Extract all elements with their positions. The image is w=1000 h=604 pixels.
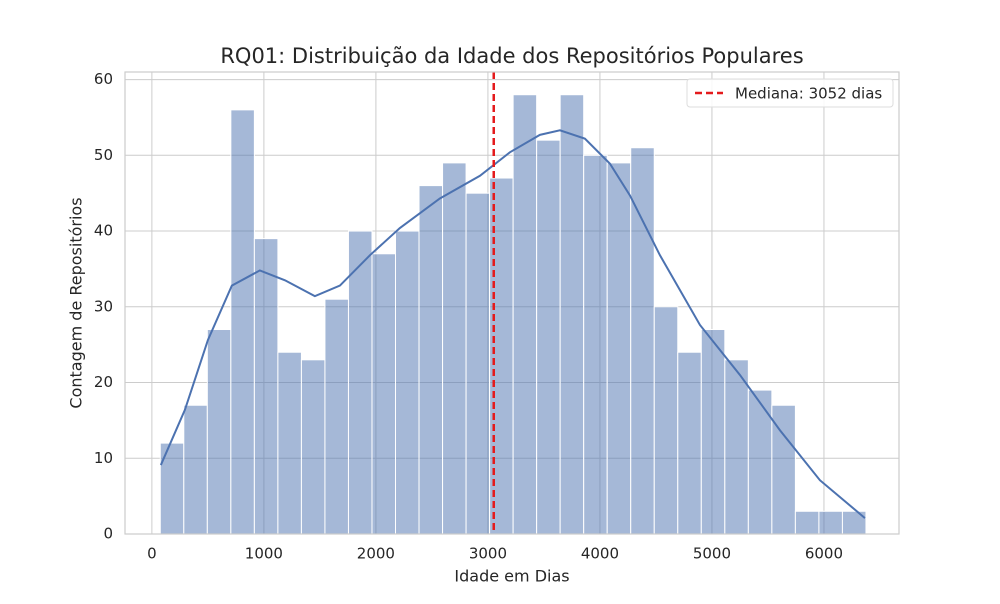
bar [677,351,702,535]
bar [418,185,444,535]
y-tick-label: 30 [94,297,113,315]
legend-label: Mediana: 3052 dias [735,85,882,103]
x-tick-label: 4000 [581,545,619,563]
y-tick-label: 50 [94,146,113,164]
bar [794,510,820,535]
bar [395,230,420,535]
y-tick-label: 60 [94,70,113,88]
y-tick-label: 0 [103,525,113,543]
bar [206,329,232,535]
x-tick-label: 6000 [805,545,843,563]
bar [183,404,208,535]
bar [465,192,491,535]
chart-title: RQ01: Distribuição da Idade dos Repositó… [220,44,803,68]
legend-box [686,78,894,108]
bar [512,94,538,535]
bar [747,389,773,535]
x-axis-label: Idade em Dias [454,567,569,586]
x-tick-label: 1000 [245,545,283,563]
bar [347,230,373,535]
x-tick-label: 3000 [469,545,507,563]
x-tick-label: 2000 [357,545,395,563]
y-tick-label: 10 [94,449,113,467]
bar [700,329,726,535]
bar [442,162,467,535]
bar [583,154,608,535]
bar [606,162,632,535]
bar [230,109,255,535]
y-tick-label: 40 [94,222,113,240]
bar [724,359,749,535]
x-tick-label: 0 [147,545,157,563]
bar [324,298,349,535]
bar [536,139,561,535]
bar [277,351,302,535]
bar [818,510,843,535]
bar [253,238,279,535]
bar [300,359,326,535]
bar [371,253,397,535]
plot-frame [124,71,900,535]
bar [653,306,679,535]
x-tick-label: 5000 [693,545,731,563]
bar [559,94,585,535]
y-axis-label: Contagem de Repositórios [67,197,86,408]
y-tick-label: 20 [94,373,113,391]
